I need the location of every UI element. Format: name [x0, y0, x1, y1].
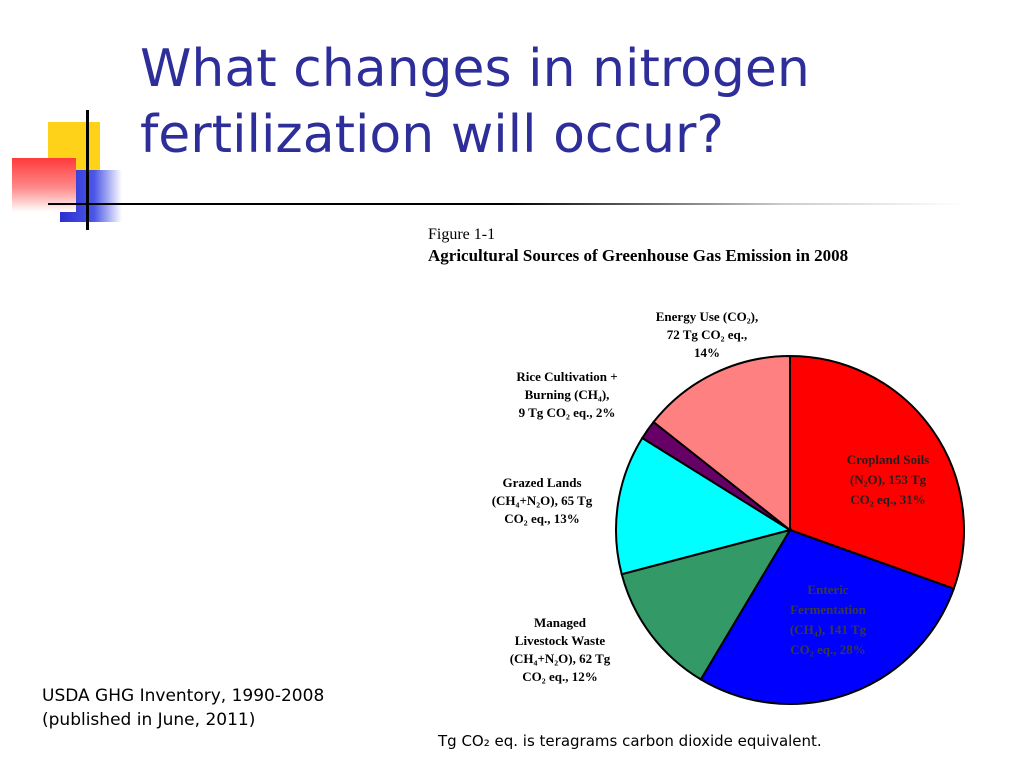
slice-label-line: Rice Cultivation +: [516, 369, 618, 384]
slice-label-cropland-soils: Cropland Soils (N₂O), 153 Tg CO₂ eq., 31…: [808, 450, 968, 510]
slice-label-line: Livestock Waste: [514, 633, 606, 648]
chart-footnote: Tg CO₂ eq. is teragrams carbon dioxide e…: [438, 732, 822, 750]
slice-label-rice-cultivation: Rice Cultivation + Burning (CH₄), 9 Tg C…: [482, 368, 652, 422]
source-line: (published in June, 2011): [42, 710, 256, 730]
slice-label-line: (CH₄), 141 Tg: [789, 622, 867, 637]
pie-slice: [652, 354, 791, 533]
figure-label: Figure 1-1: [428, 226, 496, 243]
slice-label-line: 9 Tg CO₂ eq., 2%: [518, 405, 616, 420]
slice-label-line: (CH₄+N₂O), 65 Tg: [491, 493, 593, 508]
slice-label-line: Managed: [534, 615, 586, 630]
slice-label-line: CO₂ eq., 28%: [790, 642, 866, 657]
source-citation: USDA GHG Inventory, 1990-2008 (published…: [42, 684, 324, 732]
pie-chart: [615, 354, 965, 705]
slice-label-line: Fermentation: [790, 602, 866, 617]
slice-label-line: (CH₄+N₂O), 62 Tg: [509, 651, 611, 666]
pie-slice: [615, 436, 793, 576]
slice-label-line: CO₂ eq., 31%: [850, 492, 926, 507]
slide-title: What changes in nitrogen fertilization w…: [140, 39, 810, 165]
slice-label-energy-use: Energy Use (CO₂), 72 Tg CO₂ eq., 14%: [622, 308, 792, 362]
deco-vertical-line: [86, 110, 89, 230]
slice-label-line: 14%: [694, 345, 720, 360]
slice-label-line: (N₂O), 153 Tg: [849, 472, 927, 487]
title-divider-line: [48, 203, 968, 205]
slice-label-line: Burning (CH₄),: [524, 387, 610, 402]
slice-label-line: Grazed Lands: [502, 475, 582, 490]
slice-label-line: Energy Use (CO₂),: [655, 309, 759, 324]
pie-slice: [789, 354, 965, 590]
slice-label-line: CO₂ eq., 12%: [522, 669, 598, 684]
slice-label-grazed-lands: Grazed Lands (CH₄+N₂O), 65 Tg CO₂ eq., 1…: [462, 474, 622, 528]
source-line: USDA GHG Inventory, 1990-2008: [42, 686, 325, 706]
pie-slice: [620, 528, 793, 681]
slice-label-line: Enteric: [807, 582, 849, 597]
chart-title: Agricultural Sources of Greenhouse Gas E…: [428, 246, 849, 265]
slice-label-line: CO₂ eq., 13%: [504, 511, 580, 526]
slice-label-line: 72 Tg CO₂ eq.,: [666, 327, 748, 342]
slice-label-enteric-fermentation: Enteric Fermentation (CH₄), 141 Tg CO₂ e…: [758, 580, 898, 660]
slice-label-line: Cropland Soils: [846, 452, 930, 467]
slice-label-managed-livestock-waste: Managed Livestock Waste (CH₄+N₂O), 62 Tg…: [470, 614, 650, 686]
